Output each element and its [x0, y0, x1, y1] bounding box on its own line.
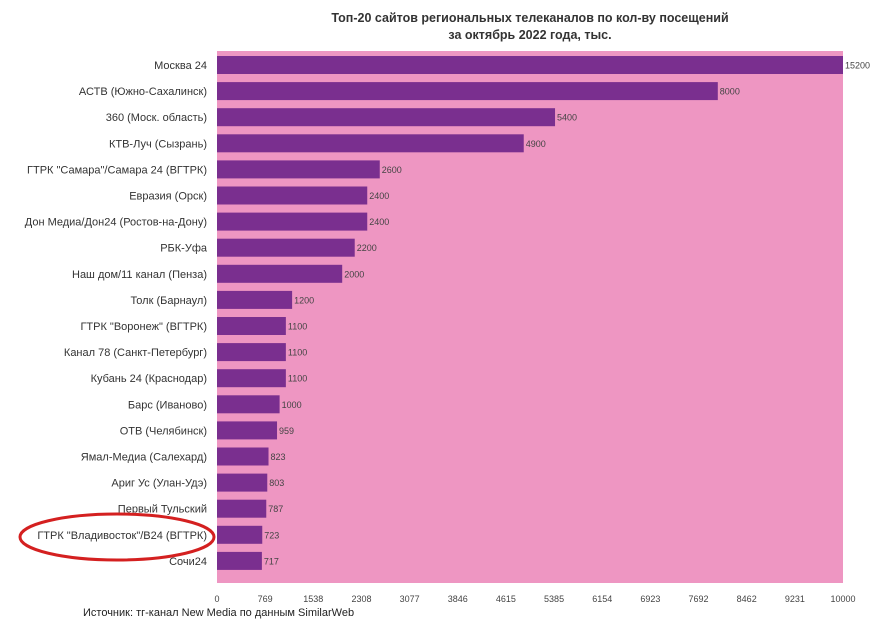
value-label: 1100	[288, 322, 307, 332]
value-label: 803	[269, 478, 284, 488]
value-label: 1000	[282, 400, 302, 410]
category-label: Толк (Барнаул)	[130, 295, 207, 307]
bar	[217, 186, 368, 205]
bar	[217, 134, 524, 153]
source-note: Источник: тг-канал New Media по данным S…	[83, 607, 354, 619]
bar	[217, 343, 286, 362]
bar	[217, 473, 268, 492]
value-label: 1200	[294, 295, 314, 305]
x-tick-label: 4615	[496, 594, 516, 604]
bar	[217, 551, 262, 570]
x-tick-label: 0	[214, 594, 219, 604]
category-label: Ямал-Медиа (Салехард)	[81, 452, 207, 464]
value-label: 8000	[720, 87, 740, 97]
value-label: 15200	[845, 61, 870, 71]
bar	[217, 82, 718, 101]
category-label: Сочи24	[169, 556, 207, 568]
x-tick-label: 6154	[592, 594, 612, 604]
category-label: Наш дом/11 канал (Пенза)	[72, 269, 207, 281]
plot-background	[217, 51, 843, 583]
x-tick-label: 6923	[640, 594, 660, 604]
x-tick-label: 769	[258, 594, 273, 604]
category-label: Евразия (Орск)	[129, 191, 207, 203]
category-label: АСТВ (Южно-Сахалинск)	[79, 86, 207, 98]
bar	[217, 447, 269, 466]
value-label: 717	[264, 556, 279, 566]
bar	[217, 264, 343, 283]
category-label: ОТВ (Челябинск)	[120, 425, 207, 437]
x-tick-label: 9231	[785, 594, 805, 604]
bar	[217, 317, 286, 335]
value-label: 2400	[369, 217, 389, 227]
category-label: Дон Медиа/Дон24 (Ростов-на-Дону)	[25, 217, 207, 229]
x-tick-label: 3077	[400, 594, 420, 604]
category-label: Кубань 24 (Краснодар)	[91, 373, 207, 385]
bar	[217, 421, 278, 440]
category-label: Канал 78 (Санкт-Петербург)	[64, 347, 207, 359]
value-label: 4900	[526, 139, 546, 149]
x-tick-label: 1538	[303, 594, 323, 604]
value-label: 2400	[369, 191, 389, 201]
x-tick-label: 10000	[830, 594, 855, 604]
category-label: ГТРК "Самара"/Самара 24 (ВГТРК)	[27, 164, 207, 176]
category-label: Барс (Иваново)	[128, 399, 207, 411]
category-label: ГТРК "Владивосток"/В24 (ВГТРК)	[37, 530, 207, 542]
value-label: 787	[268, 504, 283, 514]
chart-subtitle: за октябрь 2022 года, тыс.	[448, 28, 611, 42]
value-label: 1100	[288, 374, 307, 384]
x-tick-label: 8462	[737, 594, 757, 604]
category-label: Ариг Ус (Улан-Удэ)	[111, 478, 207, 490]
value-label: 959	[279, 426, 294, 436]
bar	[217, 56, 843, 74]
category-label: 360 (Моск. область)	[106, 112, 207, 124]
x-tick-label: 5385	[544, 594, 564, 604]
x-tick-label: 2308	[351, 594, 371, 604]
bar	[217, 525, 263, 544]
value-label: 1100	[288, 348, 307, 358]
x-tick-label: 3846	[448, 594, 468, 604]
bar	[217, 238, 355, 257]
bar	[217, 395, 280, 414]
value-label: 2200	[357, 243, 377, 253]
bar	[217, 499, 267, 518]
value-label: 723	[264, 530, 279, 540]
bar	[217, 369, 286, 388]
category-label: РБК-Уфа	[160, 243, 208, 255]
bar	[217, 290, 293, 309]
category-label: Первый Тульский	[118, 504, 207, 516]
bar	[217, 212, 368, 231]
highlight-ellipse	[18, 512, 216, 562]
value-label: 2600	[382, 165, 402, 175]
bar	[217, 160, 380, 179]
category-label: Москва 24	[154, 60, 207, 72]
value-label: 823	[271, 452, 286, 462]
category-label: КТВ-Луч (Сызрань)	[109, 138, 207, 150]
value-label: 2000	[344, 269, 364, 279]
x-tick-label: 7692	[689, 594, 709, 604]
chart-title: Топ-20 сайтов региональных телеканалов п…	[331, 11, 728, 25]
value-label: 5400	[557, 113, 577, 123]
category-label: ГТРК "Воронеж" (ВГТРК)	[80, 321, 207, 333]
bar	[217, 108, 556, 127]
